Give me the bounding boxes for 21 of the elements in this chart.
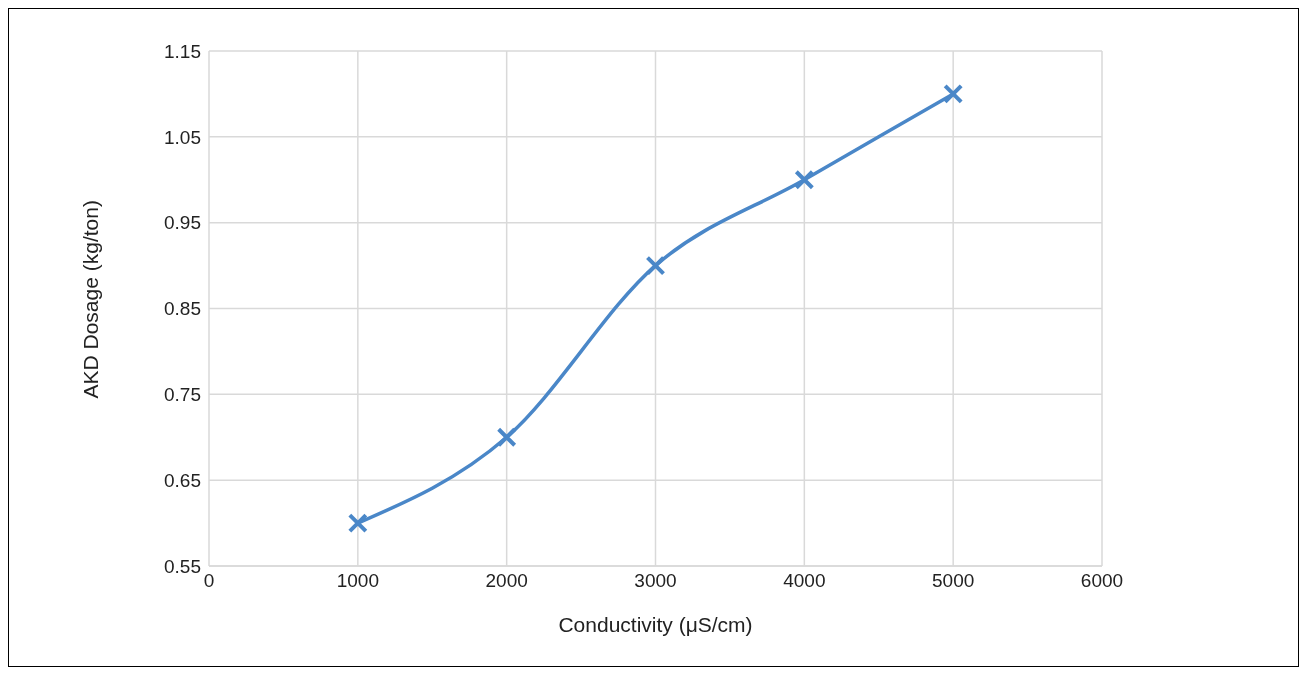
point: [496, 427, 517, 448]
y-tick-label: 1.15: [164, 40, 201, 62]
point: [943, 83, 964, 104]
x-tick-label: 5000: [932, 570, 975, 592]
y-tick-label: 0.85: [164, 298, 201, 320]
x-tick-label: 1000: [336, 570, 379, 592]
x-tick-label: 3000: [634, 570, 677, 592]
y-axis-title: AKD Dosage (kg/ton): [79, 200, 103, 399]
point: [645, 255, 666, 276]
y-tick-label: 0.95: [164, 212, 201, 234]
point: [347, 513, 368, 534]
x-tick-label: 2000: [485, 570, 528, 592]
x-tick-label: 4000: [783, 570, 826, 592]
y-tick-label: 0.55: [164, 555, 201, 577]
x-axis-title: Conductivity (μS/cm): [558, 613, 753, 636]
point: [794, 169, 815, 190]
y-tick-label: 1.05: [164, 126, 201, 148]
x-tick-label: 6000: [1080, 570, 1124, 592]
y-tick-label: 0.75: [164, 384, 201, 406]
y-tick-label: 0.65: [164, 469, 201, 491]
x-tick-label: 0: [203, 570, 215, 592]
